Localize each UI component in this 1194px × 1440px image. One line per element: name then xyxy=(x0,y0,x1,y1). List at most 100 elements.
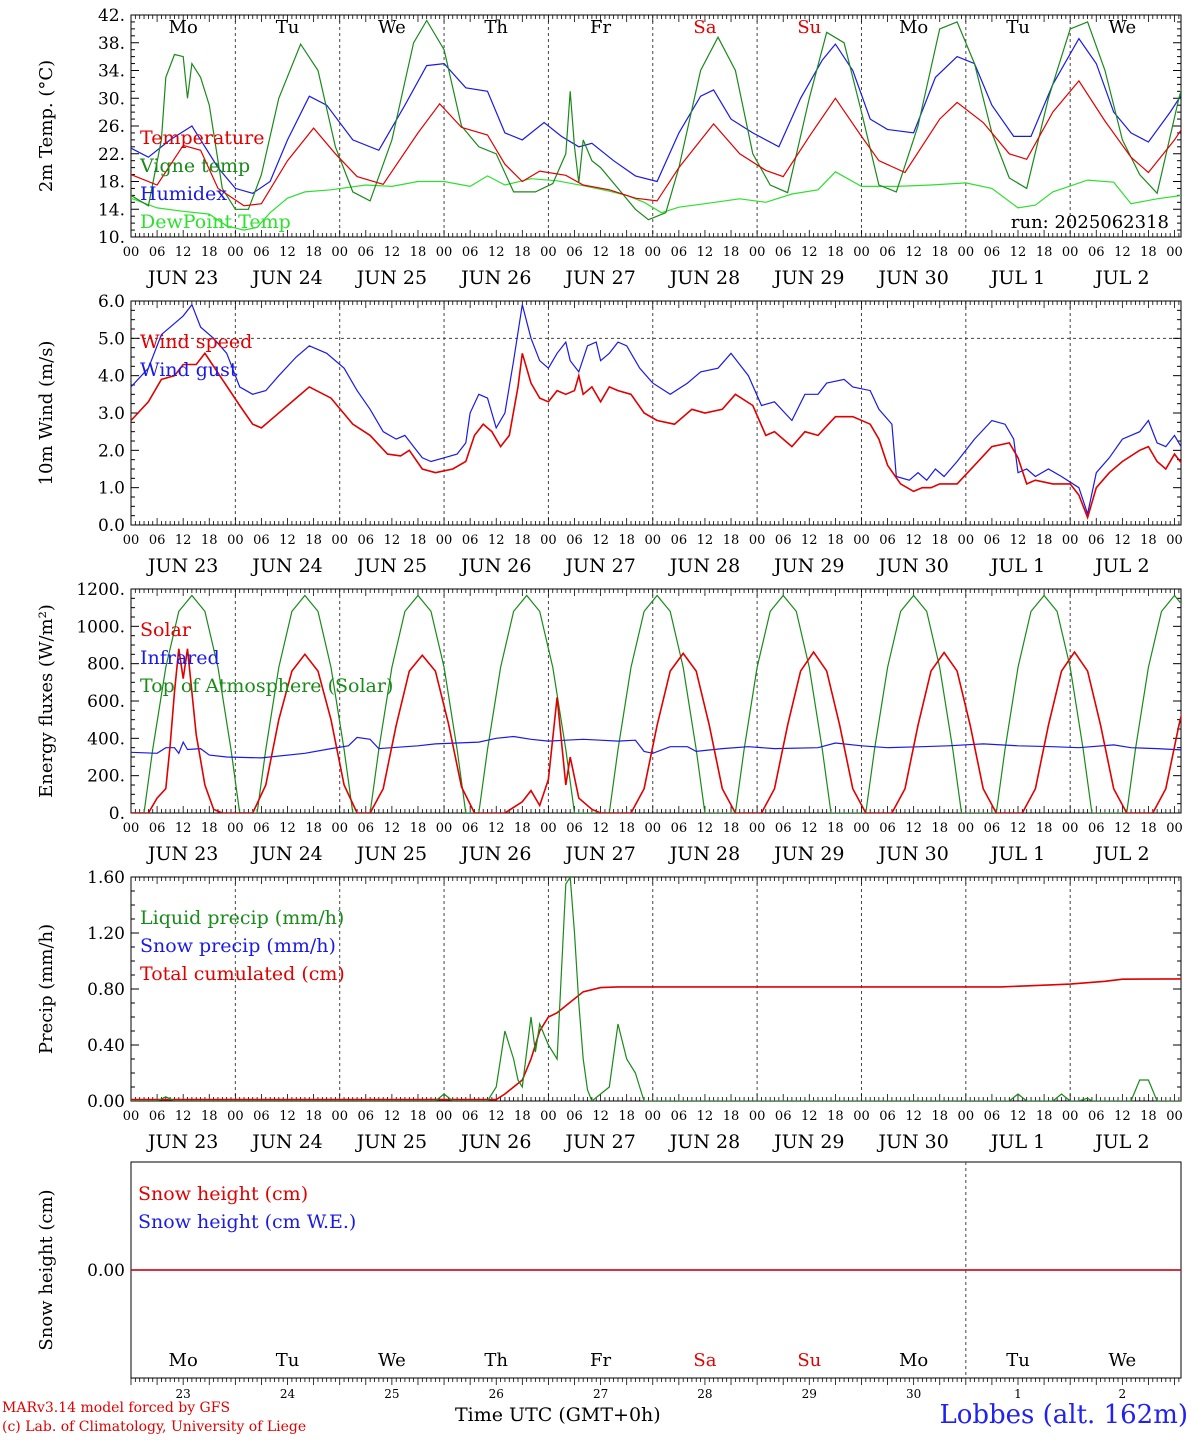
date-label: JUN 27 xyxy=(563,555,635,577)
hour-tick-label: 06 xyxy=(462,1109,479,1124)
y-tick-label: 22. xyxy=(98,145,125,165)
date-label: JUN 23 xyxy=(146,555,218,577)
hour-tick-label: 00 xyxy=(123,1109,140,1124)
hour-tick-label: 12 xyxy=(1010,245,1027,260)
hour-tick-label: 00 xyxy=(331,533,348,548)
series-line-temperature xyxy=(131,79,1181,207)
hour-tick-label: 12 xyxy=(384,245,401,260)
hour-tick-label: 18 xyxy=(931,821,948,836)
hour-tick-label: 18 xyxy=(618,1109,635,1124)
y-tick-label: 0.80 xyxy=(87,980,125,1000)
legend-entry: Snow height (cm W.E.) xyxy=(138,1211,356,1233)
weekday-label: Tu xyxy=(276,1350,300,1371)
day-number-label: 27 xyxy=(593,1387,608,1401)
y-tick-label: 2.0 xyxy=(98,441,125,461)
day-number-label: 29 xyxy=(802,1387,817,1401)
chart-panel-1: 10. 14. 18. 22. 26. 30. 34. 38. 42. 2m Temp. (°C)… xyxy=(36,6,1183,289)
hour-tick-label: 18 xyxy=(1036,533,1053,548)
date-label: JUL 1 xyxy=(989,1131,1045,1153)
y-tick-label: 1200. xyxy=(76,580,125,600)
hour-tick-label: 18 xyxy=(931,1109,948,1124)
hour-tick-label: 18 xyxy=(201,533,218,548)
hour-tick-label: 06 xyxy=(984,533,1001,548)
y-tick-label: 1.0 xyxy=(98,479,125,499)
hour-tick-label: 12 xyxy=(279,533,296,548)
hour-tick-label: 06 xyxy=(253,1109,270,1124)
hour-tick-label: 06 xyxy=(149,245,166,260)
hour-tick-label: 18 xyxy=(931,533,948,548)
hour-tick-label: 00 xyxy=(749,533,766,548)
y-tick-label: 1.60 xyxy=(87,868,125,888)
time-axis-label: Time UTC (GMT+0h) xyxy=(455,1404,661,1426)
y-tick-label: 1.20 xyxy=(87,924,125,944)
hour-tick-label: 00 xyxy=(1062,533,1079,548)
weekday-label: Mo xyxy=(169,1350,198,1371)
y-tick-label: 14. xyxy=(98,200,125,220)
hour-tick-label: 00 xyxy=(958,821,975,836)
hour-tick-label: 12 xyxy=(384,821,401,836)
weekday-label: Sa xyxy=(693,17,716,38)
hour-tick-label: 18 xyxy=(723,245,740,260)
hour-tick-label: 06 xyxy=(775,533,792,548)
hour-tick-label: 00 xyxy=(1166,245,1183,260)
hour-tick-label: 06 xyxy=(149,821,166,836)
legend-entry: Top of Atmosphere (Solar) xyxy=(140,675,393,697)
hour-tick-label: 00 xyxy=(540,1109,557,1124)
hour-tick-label: 18 xyxy=(201,1109,218,1124)
date-label: JUN 25 xyxy=(355,267,427,289)
hour-tick-label: 12 xyxy=(592,245,609,260)
hour-tick-label: 18 xyxy=(1036,821,1053,836)
hour-tick-label: 06 xyxy=(1088,821,1105,836)
hour-tick-label: 00 xyxy=(749,245,766,260)
hour-tick-label: 18 xyxy=(514,245,531,260)
y-tick-label: 30. xyxy=(98,89,125,109)
hour-tick-label: 06 xyxy=(1088,533,1105,548)
y-tick-label: 6.0 xyxy=(98,292,125,312)
weekday-label: Mo xyxy=(169,17,198,38)
hour-tick-label: 00 xyxy=(436,533,453,548)
date-label: JUN 26 xyxy=(459,843,531,865)
date-label: JUN 30 xyxy=(876,267,948,289)
hour-tick-label: 00 xyxy=(1062,821,1079,836)
date-label: JUN 29 xyxy=(772,555,844,577)
hour-tick-label: 06 xyxy=(1088,245,1105,260)
day-number-label: 1 xyxy=(1014,1387,1022,1401)
hour-tick-label: 12 xyxy=(592,1109,609,1124)
hour-tick-label: 18 xyxy=(723,533,740,548)
y-tick-label: 800. xyxy=(87,655,125,675)
hour-tick-label: 00 xyxy=(123,533,140,548)
y-tick-label: 600. xyxy=(87,692,125,712)
hour-tick-label: 18 xyxy=(827,533,844,548)
legend-entry: Total cumulated (cm) xyxy=(140,963,345,985)
hour-tick-label: 18 xyxy=(827,1109,844,1124)
legend-entry: Wind speed xyxy=(140,331,252,353)
hour-tick-label: 12 xyxy=(1010,821,1027,836)
hour-tick-label: 18 xyxy=(618,821,635,836)
y-tick-label: 0.00 xyxy=(87,1092,125,1112)
hour-tick-label: 06 xyxy=(671,821,688,836)
y-tick-label: 200. xyxy=(87,767,125,787)
hour-tick-label: 00 xyxy=(853,245,870,260)
hour-tick-label: 12 xyxy=(384,1109,401,1124)
hour-tick-label: 18 xyxy=(1140,821,1157,836)
hour-tick-label: 00 xyxy=(1062,1109,1079,1124)
series-line-wind-gust xyxy=(131,303,1181,517)
weekday-label: Tu xyxy=(1006,17,1030,38)
date-label: JUN 28 xyxy=(668,1131,740,1153)
series-line-liquid-precip-mm-h- xyxy=(131,877,1181,1101)
hour-tick-label: 18 xyxy=(618,245,635,260)
hour-tick-label: 12 xyxy=(1010,1109,1027,1124)
plot-frame xyxy=(130,300,1182,526)
weekday-label: Sa xyxy=(693,1350,716,1371)
run-annotation: run: 2025062318 xyxy=(1011,212,1169,233)
date-label: JUN 29 xyxy=(772,267,844,289)
weekday-label: We xyxy=(378,17,406,38)
weekday-label: Th xyxy=(484,1350,508,1371)
day-number-label: 30 xyxy=(906,1387,921,1401)
hour-tick-label: 00 xyxy=(1166,1109,1183,1124)
y-tick-label: 1000. xyxy=(76,617,125,637)
hour-tick-label: 06 xyxy=(775,821,792,836)
hour-tick-label: 12 xyxy=(697,533,714,548)
hour-tick-label: 18 xyxy=(514,821,531,836)
day-number-label: 23 xyxy=(176,1387,191,1401)
